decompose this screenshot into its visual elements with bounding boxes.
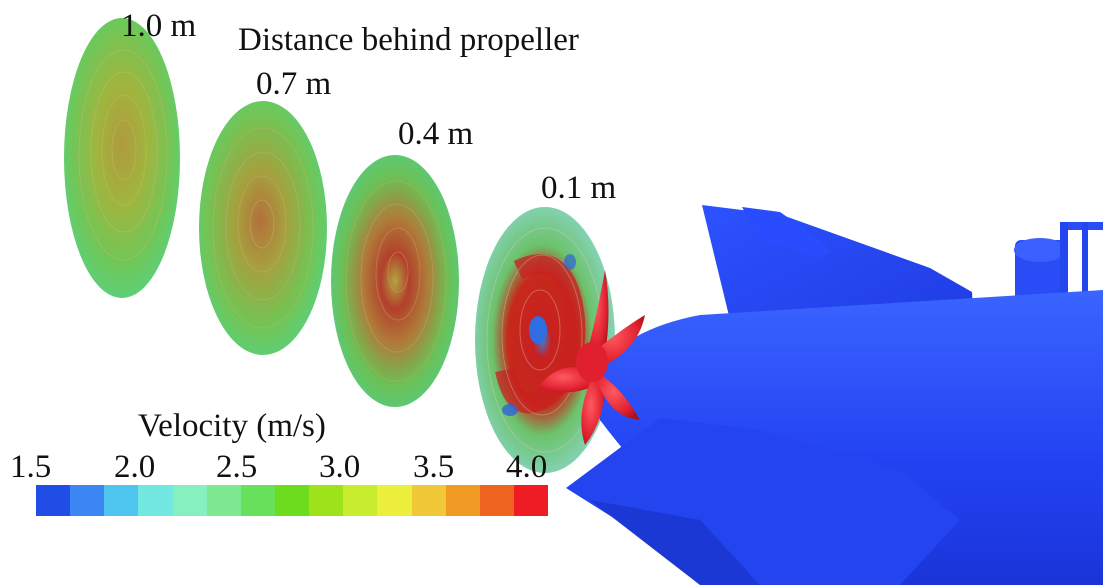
- plane-label-1.0m: 1.0 m: [121, 8, 197, 44]
- colorbar-segment: [411, 485, 446, 516]
- velocity-plane-1.0m: [64, 18, 180, 298]
- legend-tick-3.5: 3.5: [413, 449, 455, 485]
- colorbar-segment: [172, 485, 207, 516]
- colorbar-segment: [104, 485, 139, 516]
- colorbar-segment: [274, 485, 310, 516]
- colorbar-segment: [70, 485, 105, 516]
- legend-tick-2.5: 2.5: [216, 449, 258, 485]
- colorbar-segment: [343, 485, 378, 516]
- colorbar-segment: [138, 485, 173, 516]
- colorbar-segment: [445, 485, 480, 516]
- legend-tick-2.0: 2.0: [114, 449, 156, 485]
- figure-title: Distance behind propeller: [238, 22, 579, 58]
- legend-tick-3.0: 3.0: [319, 449, 361, 485]
- colorbar-segment: [377, 485, 412, 516]
- colorbar-segment: [240, 485, 275, 516]
- plane-label-0.4m: 0.4 m: [398, 116, 474, 152]
- legend-title: Velocity (m/s): [138, 408, 326, 444]
- velocity-plane-0.7m: [199, 101, 327, 355]
- velocity-colorbar: [36, 485, 549, 516]
- propeller: [540, 270, 645, 445]
- velocity-plane-0.4m: [331, 155, 459, 407]
- velocity-plane-0.1m: [475, 207, 615, 473]
- legend-tick-4.0: 4.0: [506, 449, 548, 485]
- colorbar-segment: [479, 485, 514, 516]
- legend-tick-1.5: 1.5: [10, 449, 52, 485]
- colorbar-segment: [206, 485, 241, 516]
- plane-label-0.1m: 0.1 m: [541, 170, 617, 206]
- colorbar-segment: [513, 485, 549, 516]
- submarine-hull: [566, 205, 1103, 585]
- plane-label-0.7m: 0.7 m: [256, 66, 332, 102]
- colorbar-segment: [309, 485, 344, 516]
- colorbar-segment: [36, 485, 71, 516]
